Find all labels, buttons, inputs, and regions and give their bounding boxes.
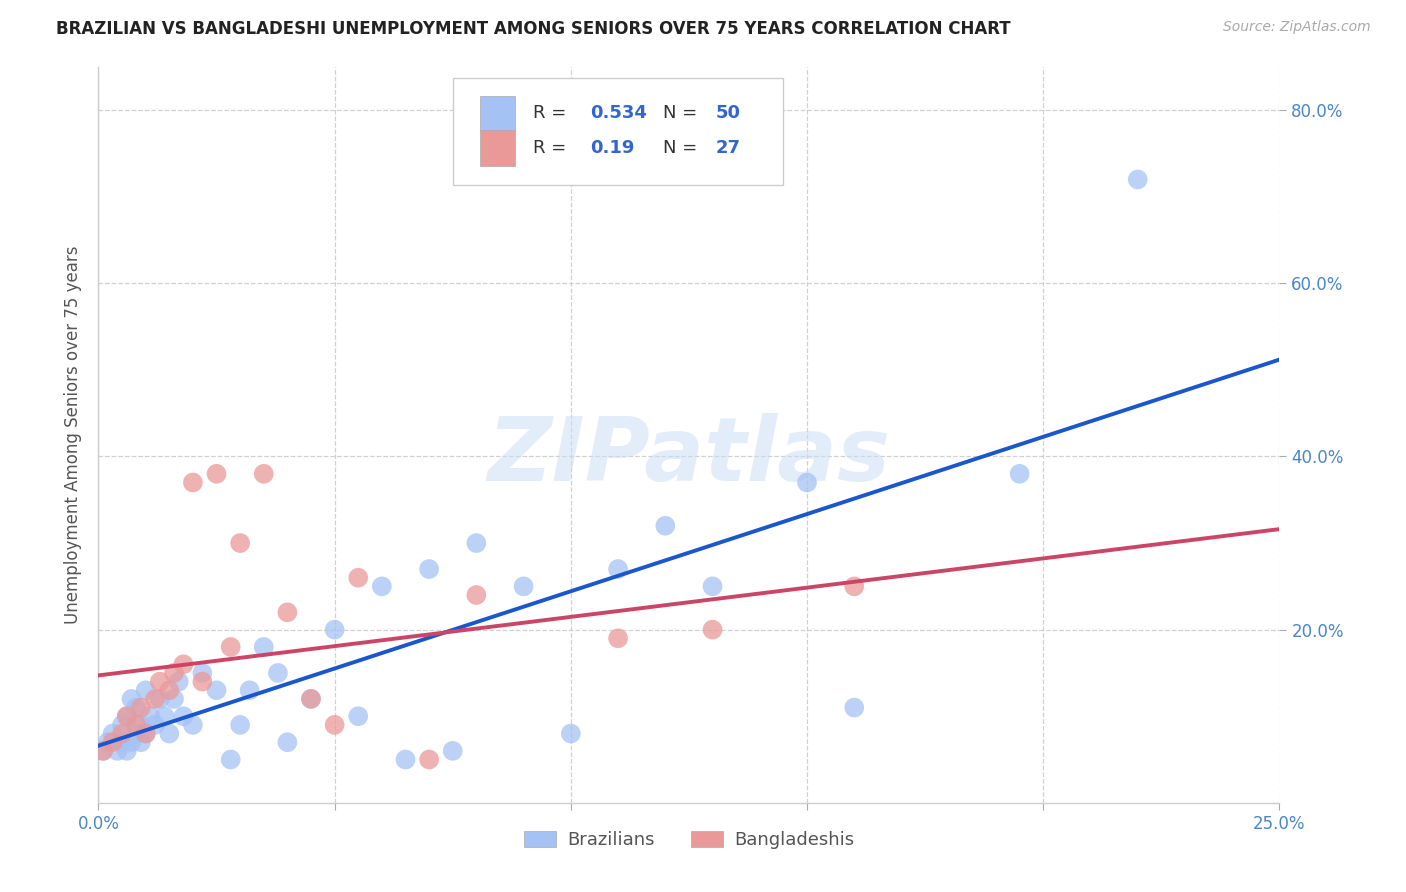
Point (125, 700, 148, 714)
Point (91, 744, 114, 758)
Point (239, 683, 262, 698)
FancyBboxPatch shape (453, 78, 783, 185)
Point (111, 718, 134, 732)
Point (91, 744, 114, 758)
Point (191, 674, 214, 689)
Point (121, 692, 143, 706)
Point (560, 726, 582, 740)
Legend: Brazilians, Bangladeshis: Brazilians, Bangladeshis (516, 823, 862, 856)
FancyBboxPatch shape (479, 95, 516, 131)
Point (181, 718, 204, 732)
Point (172, 657, 194, 672)
Point (157, 683, 180, 698)
Text: 27: 27 (716, 139, 741, 157)
Point (441, 744, 464, 758)
Point (347, 571, 370, 585)
Point (276, 735, 298, 749)
Point (205, 683, 228, 698)
Point (323, 623, 346, 637)
Point (418, 562, 440, 576)
Point (844, 700, 866, 714)
Point (191, 665, 214, 680)
Text: 0.534: 0.534 (589, 104, 647, 122)
Text: 0.19: 0.19 (589, 139, 634, 157)
Point (163, 692, 186, 706)
Point (654, 518, 676, 533)
Point (143, 692, 166, 706)
Point (796, 475, 818, 490)
Point (229, 718, 252, 732)
Point (125, 726, 148, 740)
Point (167, 674, 190, 689)
Point (129, 735, 152, 749)
Point (125, 718, 148, 732)
Text: ZIPatlas: ZIPatlas (488, 413, 890, 500)
Point (181, 475, 204, 490)
Point (844, 579, 866, 593)
Point (323, 718, 346, 732)
Point (512, 579, 534, 593)
Point (149, 692, 172, 706)
Point (418, 752, 440, 766)
Point (253, 467, 276, 481)
Point (371, 579, 394, 593)
Point (465, 536, 488, 550)
Point (129, 700, 152, 714)
Point (347, 709, 370, 723)
Point (121, 735, 143, 749)
Text: N =: N = (664, 104, 703, 122)
Point (143, 718, 166, 732)
Point (607, 562, 630, 576)
Point (607, 632, 630, 646)
Text: R =: R = (533, 104, 572, 122)
Text: N =: N = (664, 139, 703, 157)
Point (219, 640, 242, 654)
Y-axis label: Unemployment Among Seniors over 75 years: Unemployment Among Seniors over 75 years (63, 245, 82, 624)
Text: 50: 50 (716, 104, 741, 122)
Point (135, 726, 157, 740)
Point (101, 726, 124, 740)
Point (97, 735, 120, 749)
Point (149, 674, 172, 689)
Point (394, 752, 416, 766)
FancyBboxPatch shape (479, 130, 516, 166)
Point (299, 692, 322, 706)
Point (276, 605, 298, 619)
Point (205, 467, 228, 481)
Text: BRAZILIAN VS BANGLADESHI UNEMPLOYMENT AMONG SENIORS OVER 75 YEARS CORRELATION CH: BRAZILIAN VS BANGLADESHI UNEMPLOYMENT AM… (56, 20, 1011, 37)
Point (163, 665, 186, 680)
Point (135, 726, 157, 740)
Point (115, 709, 138, 723)
Point (135, 683, 157, 698)
Point (465, 588, 488, 602)
Point (219, 752, 242, 766)
Point (105, 744, 128, 758)
Point (172, 709, 194, 723)
Point (139, 709, 162, 723)
Point (253, 640, 276, 654)
Point (111, 726, 134, 740)
Point (702, 623, 724, 637)
Point (229, 536, 252, 550)
Point (1126, 172, 1149, 186)
Point (115, 744, 138, 758)
Point (115, 709, 138, 723)
Text: Source: ZipAtlas.com: Source: ZipAtlas.com (1223, 20, 1371, 34)
Text: R =: R = (533, 139, 572, 157)
Point (129, 718, 152, 732)
Point (111, 735, 134, 749)
Point (1008, 467, 1031, 481)
Point (153, 709, 176, 723)
Point (702, 579, 724, 593)
Point (157, 726, 180, 740)
Point (101, 735, 124, 749)
Point (267, 665, 290, 680)
Point (299, 692, 322, 706)
